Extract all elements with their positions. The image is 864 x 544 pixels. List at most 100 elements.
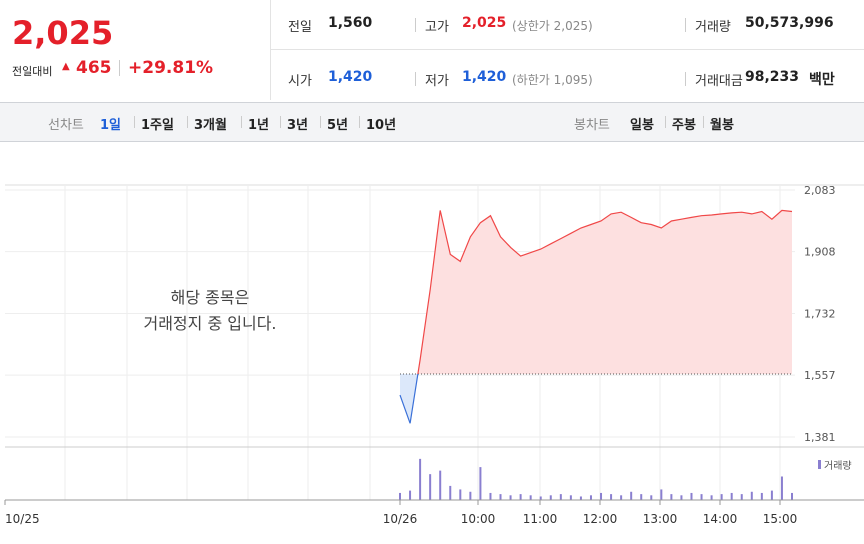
volume-bar [419, 458, 422, 500]
tab[interactable]: 일봉 [630, 118, 654, 133]
volume-bar [740, 494, 743, 500]
volume-bar [539, 496, 542, 500]
header: 2,025 전일대비 ▲ 465 +29.81% 전일 1,560 고가 2,025 (… [0, 0, 864, 100]
x-tick-label: 12:00 [583, 512, 618, 526]
change-rate: +29.81% [128, 58, 214, 78]
divider [359, 116, 360, 128]
volume-bar [720, 494, 723, 500]
stat-label: 저가 [425, 74, 449, 89]
change: 465 [76, 58, 112, 78]
change-label: 전일대비 [12, 65, 53, 78]
volume-bar [670, 494, 673, 500]
x-tick-label: 10:00 [461, 512, 496, 526]
volume-bar [509, 495, 512, 500]
volume-bar [610, 494, 613, 500]
divider [134, 116, 135, 128]
y-tick-label: 1,908 [804, 246, 836, 259]
volume-bar [579, 496, 582, 500]
x-tick-label: 15:00 [763, 512, 798, 526]
stat-label: 거래량 [695, 20, 731, 35]
volume-bar [770, 490, 773, 500]
volume-bar [730, 492, 733, 500]
volume-bar [760, 492, 763, 500]
divider [415, 72, 416, 86]
x-tick-label: 10/26 [383, 512, 418, 526]
tab[interactable]: 월봉 [710, 118, 734, 133]
divider [280, 116, 281, 128]
volume-bar [459, 489, 462, 500]
volume-bar [791, 492, 793, 500]
notice: 거래정지 중 입니다. [143, 314, 276, 333]
volume-bar [409, 490, 412, 500]
volume-bar [650, 495, 653, 500]
volume-bar [680, 495, 683, 500]
tab[interactable]: 1년 [248, 118, 270, 133]
y-tick-label: 1,381 [804, 431, 836, 444]
tab[interactable]: 주봉 [672, 118, 696, 133]
volume-bar [780, 476, 783, 500]
x-tick-label: 13:00 [643, 512, 678, 526]
divider [703, 116, 704, 128]
y-tick-label: 1,557 [804, 369, 836, 382]
volume-bar [710, 495, 713, 500]
stat-unit: 백만 [809, 72, 835, 88]
stat-label: 시가 [288, 74, 312, 89]
legend-swatch [818, 460, 821, 469]
stat-label: 고가 [425, 20, 449, 35]
price-area [417, 210, 792, 375]
volume-bar [630, 491, 633, 500]
x-tick-label: 11:00 [523, 512, 558, 526]
divider [270, 0, 271, 100]
tab[interactable]: 5년 [327, 118, 349, 133]
volume-bar [439, 470, 442, 500]
divider [320, 116, 321, 128]
volume-bar [529, 495, 532, 500]
divider [665, 116, 666, 128]
tab[interactable]: 1주일 [141, 118, 174, 133]
volume-bar [489, 492, 492, 500]
price: 2,025 [12, 14, 114, 52]
tab[interactable]: 1일 [100, 118, 122, 133]
volume-bar [640, 494, 643, 500]
y-tick-label: 1,732 [804, 308, 836, 321]
x-tick-label: 14:00 [703, 512, 738, 526]
tab[interactable]: 3개월 [194, 118, 227, 133]
x-tick-label: 10/25 [5, 512, 40, 526]
stat-value: 1,420 [462, 69, 507, 85]
stat-value: 1,560 [328, 15, 373, 31]
volume-bar [690, 492, 693, 500]
y-tick-label: 2,083 [804, 184, 836, 197]
volume-bar [620, 495, 623, 500]
stat-label: 거래대금 [695, 74, 743, 89]
divider [685, 72, 686, 86]
volume-bar [549, 495, 552, 500]
divider [241, 116, 242, 128]
stat-value: 2,025 [462, 15, 507, 31]
tab[interactable]: 10년 [366, 118, 397, 133]
legend-label: 거래량 [824, 460, 852, 472]
volume-bar [449, 485, 452, 500]
stat-value: 50,573,996 [745, 15, 834, 31]
volume-bar [600, 492, 603, 500]
up-icon: ▲ [62, 61, 70, 72]
volume-bar [429, 474, 432, 500]
volume-bar [589, 495, 592, 500]
volume-bar [750, 491, 753, 500]
tab-group-label: 봉차트 [574, 118, 610, 133]
divider [119, 60, 120, 76]
divider [415, 18, 416, 32]
volume-bar [479, 467, 482, 500]
volume-bar [660, 489, 663, 500]
stat-label: 전일 [288, 20, 312, 35]
tab[interactable]: 3년 [287, 118, 309, 133]
price-line [417, 209, 793, 375]
stat-value: 98,233 [745, 69, 800, 85]
volume-bar [499, 494, 502, 500]
chart-tabs: 선차트 1일 1주일 3개월 1년 3년 5년 10년 봉차트 일봉 주봉 월봉 [0, 102, 864, 142]
divider [685, 18, 686, 32]
stat-note: (하한가 1,095) [512, 73, 593, 87]
volume-bar [469, 491, 472, 500]
notice: 해당 종목은 [171, 288, 250, 307]
volume-bar [569, 495, 572, 500]
